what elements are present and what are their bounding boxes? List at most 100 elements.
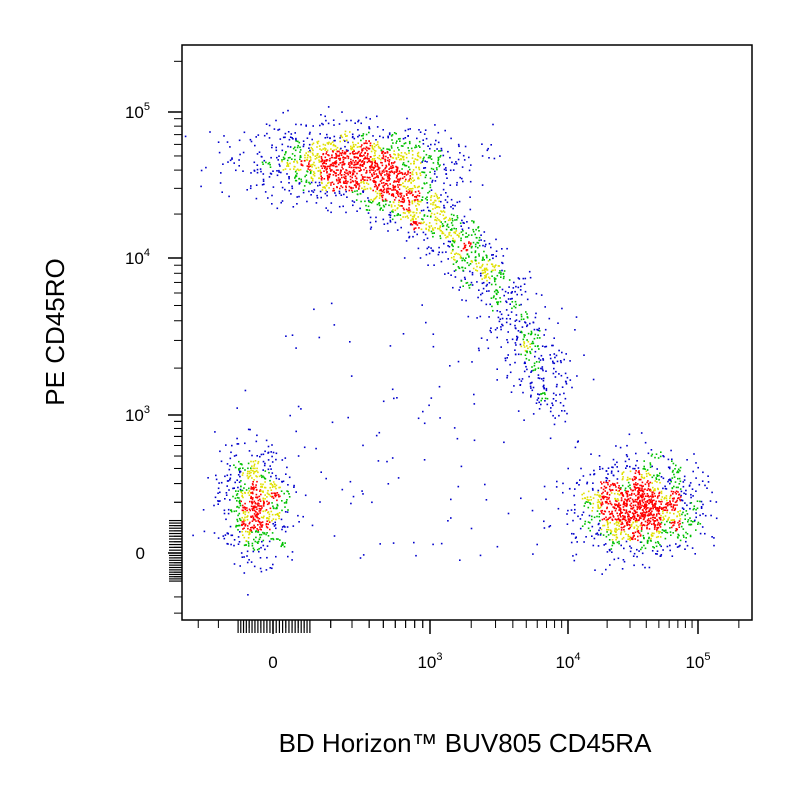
event-dot	[251, 501, 253, 504]
event-dot	[250, 471, 252, 474]
event-dot	[543, 384, 545, 387]
event-dot	[413, 214, 416, 216]
event-dot	[270, 173, 273, 175]
event-dot	[462, 269, 464, 272]
event-dot	[455, 269, 457, 271]
event-dot	[303, 446, 306, 449]
event-dot	[531, 340, 534, 343]
event-dot	[487, 260, 490, 262]
event-dot	[363, 158, 365, 160]
event-dot	[512, 287, 515, 289]
event-dot	[474, 250, 477, 252]
event-dot	[382, 204, 385, 207]
event-dot	[646, 495, 649, 498]
event-dot	[430, 212, 433, 215]
event-dot	[552, 414, 554, 417]
event-dot	[495, 238, 497, 241]
event-dot	[410, 147, 413, 150]
event-dot	[597, 489, 600, 492]
event-dot	[366, 157, 369, 159]
event-dot	[268, 124, 271, 127]
event-dot	[375, 434, 378, 437]
event-dot	[436, 168, 438, 171]
event-dot	[260, 474, 263, 477]
event-dot	[434, 204, 437, 206]
event-dot	[357, 188, 360, 190]
event-dot	[242, 151, 245, 154]
event-dot	[263, 501, 265, 504]
event-dot	[371, 159, 373, 161]
event-dot	[306, 170, 308, 172]
event-dot	[321, 167, 324, 169]
event-dot	[274, 513, 277, 516]
event-dot	[325, 160, 328, 162]
event-dot	[456, 184, 458, 186]
event-dot	[656, 497, 659, 499]
event-dot	[340, 185, 342, 187]
event-dot	[373, 155, 375, 157]
event-dot	[660, 503, 662, 505]
event-dot	[643, 517, 646, 519]
event-dot	[283, 545, 286, 548]
event-dot	[636, 513, 639, 516]
event-dot	[390, 165, 392, 168]
event-dot	[495, 250, 498, 252]
event-dot	[394, 186, 396, 189]
event-dot	[459, 559, 461, 561]
event-dot	[400, 152, 403, 154]
event-dot	[469, 270, 471, 273]
event-dot	[352, 173, 355, 175]
event-dot	[223, 537, 226, 540]
event-dot	[649, 474, 652, 476]
event-dot	[262, 544, 265, 547]
event-dot	[695, 477, 697, 479]
event-dot	[651, 532, 654, 534]
event-dot	[346, 196, 348, 198]
event-dot	[477, 347, 480, 350]
event-dot	[246, 509, 248, 512]
event-dot	[369, 144, 372, 147]
event-dot	[448, 234, 450, 236]
event-dot	[366, 149, 368, 152]
event-dot	[603, 481, 605, 484]
event-dot	[594, 569, 596, 571]
event-dot	[605, 486, 608, 489]
event-dot	[556, 383, 558, 386]
event-dot	[665, 488, 668, 490]
event-dot	[237, 443, 240, 445]
event-dot	[339, 148, 341, 151]
event-dot	[689, 535, 692, 538]
event-dot	[636, 508, 639, 511]
event-dot	[249, 187, 252, 190]
event-dot	[277, 514, 279, 516]
event-dot	[643, 505, 646, 507]
event-dot	[445, 251, 447, 253]
event-dot	[567, 467, 569, 470]
event-dot	[374, 152, 376, 154]
event-dot	[376, 143, 379, 146]
event-dot	[423, 133, 426, 135]
event-dot	[266, 500, 268, 503]
event-dot	[366, 142, 368, 145]
event-dot	[414, 227, 417, 229]
event-dot	[654, 506, 657, 508]
event-dot	[535, 402, 538, 404]
event-dot	[410, 223, 412, 225]
event-dot	[416, 224, 419, 226]
event-dot	[596, 501, 599, 504]
event-dot	[415, 166, 417, 169]
event-dot	[563, 410, 566, 412]
event-dot	[659, 523, 661, 525]
event-dot	[250, 467, 252, 469]
event-dot	[298, 177, 301, 180]
event-dot	[227, 161, 229, 163]
event-dot	[312, 154, 314, 156]
event-dot	[634, 472, 637, 474]
event-dot	[483, 277, 486, 279]
event-dot	[609, 513, 611, 516]
event-dot	[403, 164, 406, 166]
event-dot	[408, 201, 411, 204]
event-dot	[636, 530, 639, 533]
event-dot	[663, 529, 665, 532]
event-dot	[664, 496, 666, 499]
